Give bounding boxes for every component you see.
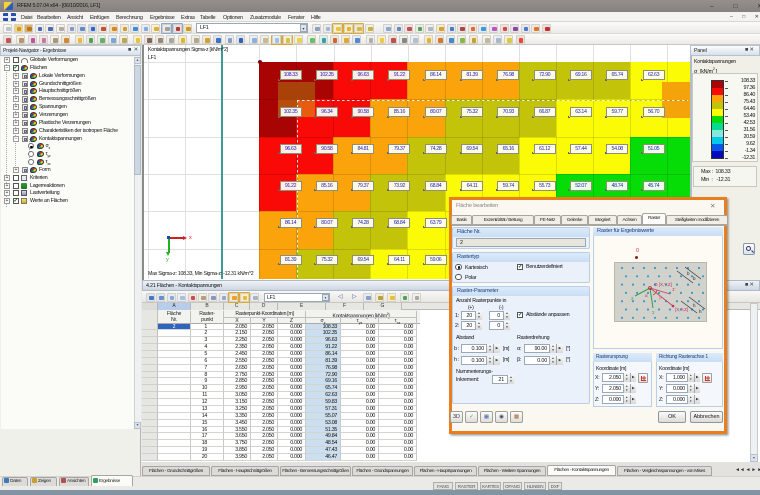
svg-text:h: h: [699, 309, 702, 314]
svg-text:2: 2: [631, 296, 634, 301]
svg-text:O [X,Y,Z]: O [X,Y,Z]: [654, 282, 672, 287]
svg-text:[X,Y,Z]: [X,Y,Z]: [675, 307, 688, 312]
svg-text:α: α: [645, 293, 648, 298]
svg-text:2: 2: [652, 310, 655, 315]
svg-text:b: b: [687, 271, 690, 276]
svg-text:h: h: [693, 303, 696, 308]
svg-text:b: b: [693, 276, 696, 281]
svg-text:1': 1': [672, 287, 676, 292]
svg-text:β: β: [659, 295, 662, 300]
